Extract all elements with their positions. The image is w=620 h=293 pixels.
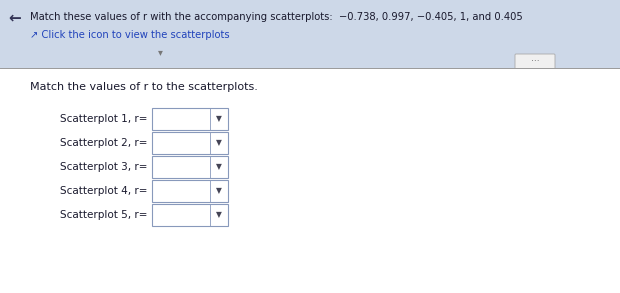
Text: ←: ←: [8, 11, 20, 25]
Bar: [152, 132, 228, 154]
Text: ▼: ▼: [216, 163, 222, 171]
Text: Match the values of r to the scatterplots.: Match the values of r to the scatterplot…: [30, 82, 258, 92]
Text: ▼: ▼: [216, 115, 222, 124]
FancyBboxPatch shape: [515, 54, 555, 70]
Text: ▼: ▼: [216, 210, 222, 219]
Text: ▼: ▼: [216, 187, 222, 195]
Text: Scatterplot 5, r=: Scatterplot 5, r=: [61, 210, 148, 220]
Text: Scatterplot 3, r=: Scatterplot 3, r=: [61, 162, 148, 172]
Text: ▼: ▼: [216, 139, 222, 147]
Text: ↗ Click the icon to view the scatterplots: ↗ Click the icon to view the scatterplot…: [30, 30, 229, 40]
Bar: [0, 68, 620, 293]
Text: Scatterplot 1, r=: Scatterplot 1, r=: [61, 114, 148, 124]
Text: Scatterplot 2, r=: Scatterplot 2, r=: [61, 138, 148, 148]
Bar: [152, 180, 228, 202]
Text: Match these values of r with the accompanying scatterplots:  −0.738, 0.997, −0.4: Match these values of r with the accompa…: [30, 12, 523, 22]
Bar: [152, 204, 228, 226]
Bar: [152, 156, 228, 178]
Text: ▾: ▾: [157, 47, 162, 57]
Text: ···: ···: [531, 57, 539, 67]
Text: Scatterplot 4, r=: Scatterplot 4, r=: [61, 186, 148, 196]
Bar: [152, 108, 228, 130]
